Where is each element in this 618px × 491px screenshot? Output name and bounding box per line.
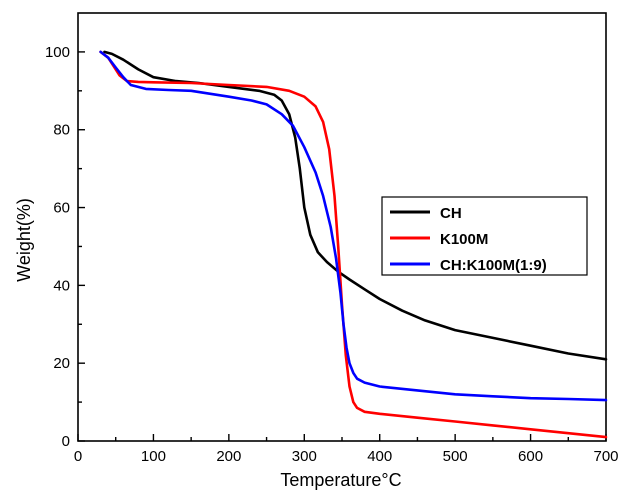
y-tick-label: 100 <box>45 44 70 61</box>
legend-label-k100m: K100M <box>440 231 488 248</box>
series-layer <box>99 50 608 439</box>
x-axis-ticks: 0 100 200 300 400 500 600 700 <box>74 434 618 465</box>
x-tick-label: 0 <box>74 448 82 465</box>
series-line-k100m <box>99 50 608 439</box>
y-tick-label: 0 <box>62 433 70 450</box>
x-tick-label: 100 <box>141 448 166 465</box>
series-line-blend <box>99 50 608 402</box>
y-tick-label: 80 <box>53 122 70 139</box>
x-tick-label: 600 <box>518 448 543 465</box>
x-tick-label: 400 <box>367 448 392 465</box>
y-axis-label: Weight(%) <box>14 198 34 282</box>
series-line-ch <box>103 50 608 361</box>
x-tick-label: 700 <box>593 448 618 465</box>
legend-box <box>381 196 588 276</box>
legend-label-blend: CH:K100M(1:9) <box>440 257 547 274</box>
x-tick-label: 200 <box>216 448 241 465</box>
legend-label-ch: CH <box>440 205 462 222</box>
y-tick-label: 20 <box>53 355 70 372</box>
legend: CH K100M CH:K100M(1:9) <box>381 196 588 276</box>
y-tick-label: 60 <box>53 200 70 217</box>
y-axis-ticks: 0 20 40 60 80 100 <box>45 44 85 450</box>
x-tick-label: 300 <box>292 448 317 465</box>
x-axis-label: Temperature°C <box>280 470 401 490</box>
x-tick-label: 500 <box>443 448 468 465</box>
y-tick-label: 40 <box>53 277 70 294</box>
